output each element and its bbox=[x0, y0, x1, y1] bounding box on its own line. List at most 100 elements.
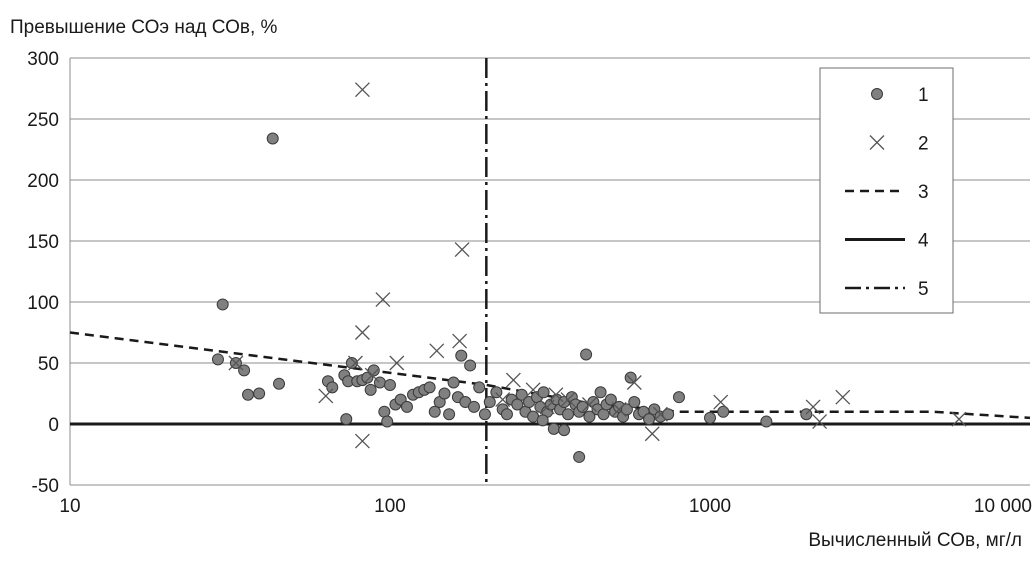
series-1-point bbox=[400, 400, 413, 413]
series-1-point bbox=[500, 408, 513, 421]
legend: 1 2 3 4 5 bbox=[819, 67, 954, 314]
series-1-point bbox=[672, 391, 685, 404]
series-1-point bbox=[620, 403, 633, 416]
y-tick-label: 250 bbox=[27, 110, 59, 131]
series-1-point bbox=[364, 383, 377, 396]
y-tick-label: 100 bbox=[27, 293, 59, 314]
series-2-point bbox=[539, 399, 555, 415]
series-1-point bbox=[704, 411, 716, 424]
y-tick-label: 300 bbox=[27, 49, 59, 70]
series-2-point bbox=[652, 406, 668, 422]
legend-box bbox=[819, 67, 954, 314]
series-2-point bbox=[611, 401, 627, 417]
series-1-point bbox=[643, 413, 656, 426]
y-tick-label: -50 bbox=[32, 476, 59, 497]
series-2-point bbox=[525, 382, 541, 398]
series-1-point bbox=[326, 381, 339, 394]
series-2-point bbox=[581, 397, 597, 412]
legend-label: 1 bbox=[918, 85, 929, 106]
series-2-point bbox=[560, 392, 576, 408]
series-1-point bbox=[760, 415, 773, 428]
series-1-point bbox=[547, 422, 560, 435]
series-1-point bbox=[583, 410, 596, 423]
y-tick-label: 150 bbox=[27, 232, 59, 253]
series-1-point bbox=[443, 408, 456, 421]
series-2-point bbox=[429, 343, 445, 359]
y-tick-label: 200 bbox=[27, 171, 59, 192]
series-1-point bbox=[467, 400, 480, 413]
y-tick-label: 0 bbox=[48, 415, 59, 436]
series-1-point bbox=[483, 396, 496, 409]
series-1-point bbox=[464, 359, 477, 372]
series-1-point bbox=[211, 353, 224, 366]
series-1-point bbox=[604, 393, 617, 406]
series-1-point bbox=[242, 388, 255, 401]
x-tick-label: 1000 bbox=[689, 496, 731, 517]
series-2-point bbox=[354, 433, 370, 449]
series-1-point bbox=[624, 371, 637, 384]
series-1-point bbox=[537, 386, 550, 399]
series-2-point bbox=[805, 399, 821, 415]
legend-symbol-x bbox=[869, 135, 885, 150]
series-1-point bbox=[266, 132, 279, 145]
series-1-point bbox=[478, 408, 491, 421]
series-1-point bbox=[594, 386, 607, 399]
legend-label: 5 bbox=[918, 279, 929, 300]
series-2-point bbox=[389, 355, 405, 371]
legend-label: 4 bbox=[918, 231, 929, 252]
series-1-point bbox=[216, 298, 229, 311]
series-1-point bbox=[438, 387, 451, 400]
series-2-point bbox=[505, 372, 521, 388]
series-1-point bbox=[573, 450, 586, 463]
series-1-point bbox=[455, 349, 468, 362]
series-1-point bbox=[490, 386, 503, 399]
series-1-point bbox=[717, 405, 730, 418]
legend-symbol-circle bbox=[871, 88, 883, 100]
series-1-point bbox=[662, 408, 675, 421]
x-tick-label: 100 bbox=[374, 496, 406, 517]
series-1-point bbox=[447, 376, 460, 389]
series-2-point bbox=[713, 394, 729, 410]
legend-label: 3 bbox=[918, 182, 929, 203]
series-2-point bbox=[835, 389, 851, 405]
series-3-line bbox=[69, 331, 1031, 420]
series-2-point bbox=[495, 392, 511, 408]
series-2-point bbox=[454, 242, 470, 257]
series-1-point bbox=[384, 378, 396, 391]
series-2-point bbox=[318, 388, 334, 404]
series-1-point bbox=[423, 381, 436, 394]
series-1-point bbox=[536, 414, 549, 427]
series-2-point bbox=[228, 355, 244, 371]
series-2-point bbox=[375, 292, 391, 308]
series-2-point bbox=[626, 375, 642, 390]
series-1-point bbox=[345, 357, 358, 369]
series-2-point bbox=[812, 414, 828, 430]
series-1-point bbox=[428, 405, 441, 418]
x-axis-label: Вычисленный СОв, мг/л bbox=[808, 530, 1022, 551]
series-2-point bbox=[354, 325, 370, 340]
plot-area: -50 0 50 100 150 200 250 300 10 100 1000 10 000 bbox=[27, 49, 1032, 517]
series-2-point bbox=[348, 355, 363, 371]
series-2-point bbox=[452, 333, 468, 349]
series-1-point bbox=[580, 348, 593, 361]
x-tick-label: 10 000 bbox=[974, 496, 1032, 517]
legend-label: 2 bbox=[918, 134, 929, 155]
series-1-point bbox=[367, 364, 380, 377]
series-2-point bbox=[951, 411, 967, 427]
series-1-point bbox=[515, 388, 528, 401]
y-tick-label: 50 bbox=[38, 354, 59, 375]
series-1-point bbox=[381, 415, 394, 428]
chart-title: Превышение СОэ над СОв, % bbox=[10, 17, 278, 38]
series-2-point bbox=[364, 367, 380, 383]
series-1-point bbox=[273, 377, 286, 390]
series-1-point bbox=[511, 398, 524, 411]
x-tick-label: 10 bbox=[59, 496, 80, 517]
series-1-point bbox=[628, 396, 641, 409]
series-1-point bbox=[558, 424, 571, 437]
series-2-point bbox=[548, 387, 564, 403]
series-2-point bbox=[354, 82, 370, 98]
series-1-point bbox=[562, 408, 575, 421]
series-2-point bbox=[644, 426, 660, 442]
